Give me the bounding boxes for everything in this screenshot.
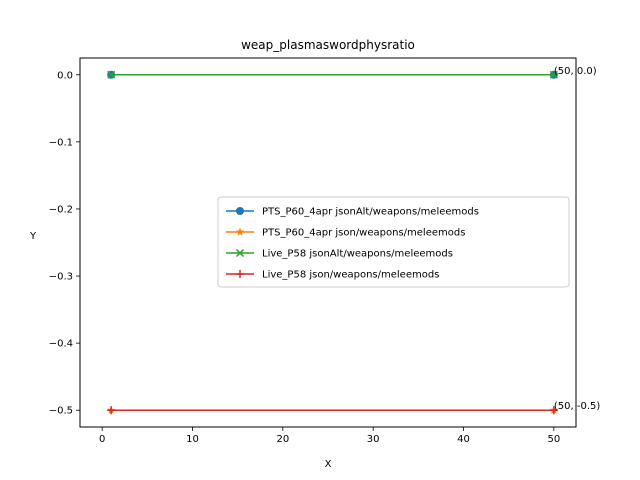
y-tick-label: −0.4 <box>49 339 73 350</box>
y-tick-label: 0.0 <box>57 70 73 81</box>
legend-label: PTS_P60_4apr jsonAlt/weapons/meleemods <box>262 207 479 218</box>
x-tick-label: 10 <box>186 434 199 445</box>
legend-marker <box>235 227 245 236</box>
data-point <box>107 406 116 415</box>
y-tick-label: −0.5 <box>49 406 73 417</box>
legend-marker <box>236 270 244 278</box>
legend-label: Live_P58 jsonAlt/weapons/meleemods <box>262 249 453 260</box>
data-annotation: (50, -0.5) <box>554 401 600 412</box>
data-point <box>107 70 116 79</box>
x-tick-label: 50 <box>547 434 560 445</box>
data-point <box>549 406 558 415</box>
legend-marker <box>236 207 244 215</box>
plot-frame <box>79 57 577 428</box>
x-tick-label: 30 <box>367 434 380 445</box>
y-tick-label: −0.1 <box>49 137 73 148</box>
legend-label: PTS_P60_4apr json/weapons/meleemods <box>262 228 465 239</box>
chart-title: weap_plasmaswordphysratio <box>241 38 415 52</box>
legend-box <box>217 196 570 288</box>
y-tick-label: −0.3 <box>49 272 73 283</box>
y-tick-label: −0.2 <box>49 204 73 215</box>
x-tick-label: 40 <box>457 434 470 445</box>
plot-area <box>106 70 559 415</box>
y-axis-label: Y <box>29 231 37 242</box>
data-annotation: (50, 0.0) <box>554 66 597 77</box>
x-tick-label: 20 <box>276 434 289 445</box>
x-tick-label: 0 <box>99 434 105 445</box>
data-point <box>549 70 558 79</box>
legend: PTS_P60_4apr jsonAlt/weapons/meleemods PT… <box>217 196 570 288</box>
legend-label: Live_P58 json/weapons/meleemods <box>262 270 439 281</box>
legend-marker <box>235 248 245 258</box>
x-axis-label: X <box>325 459 332 470</box>
